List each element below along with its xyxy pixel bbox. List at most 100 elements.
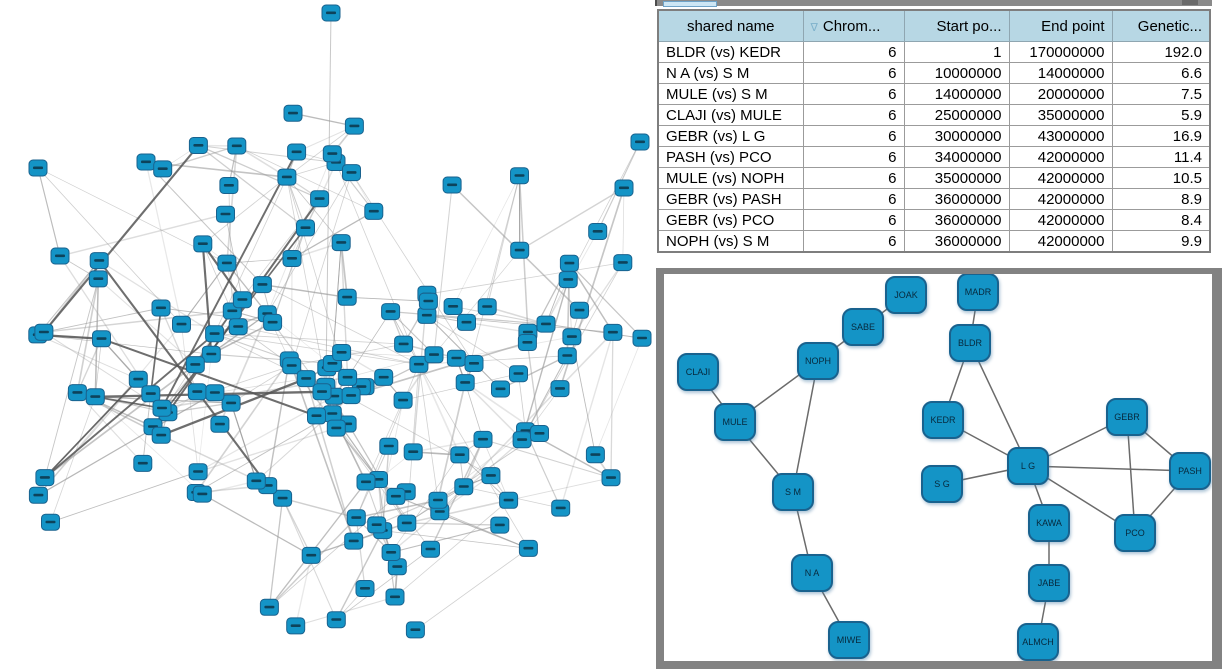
network-node[interactable] (216, 205, 235, 223)
network-node[interactable] (192, 485, 212, 503)
cell-value[interactable]: 14000000 (1008, 62, 1113, 84)
network-node[interactable] (210, 415, 230, 433)
cell-value[interactable]: 42000000 (1008, 209, 1113, 231)
network-node[interactable] (409, 355, 429, 373)
cell-value[interactable]: 7.5 (1111, 83, 1211, 105)
cell-value[interactable]: 6 (802, 125, 905, 147)
subnetwork-edge[interactable] (969, 342, 1029, 467)
network-node[interactable] (517, 334, 537, 351)
network-node[interactable] (185, 356, 205, 374)
cell-value[interactable]: 6 (802, 209, 905, 231)
network-node[interactable] (85, 388, 105, 406)
cell-value[interactable]: 42000000 (1008, 230, 1113, 253)
network-node[interactable] (454, 478, 474, 496)
network-node[interactable] (286, 617, 306, 635)
network-node-almch[interactable]: ALMCH (1017, 623, 1059, 661)
network-node[interactable] (355, 580, 375, 597)
cell-value[interactable]: 16.9 (1111, 125, 1211, 147)
network-node[interactable] (28, 486, 48, 504)
network-node[interactable] (287, 143, 307, 161)
network-node[interactable] (337, 288, 357, 306)
network-node[interactable] (322, 405, 342, 423)
table-row[interactable]: NOPH (vs) S M 6 36000000 42000000 9.9 (657, 230, 1211, 253)
cell-shared-name[interactable]: GEBR (vs) PCO (657, 209, 804, 231)
node-shape[interactable] (1007, 447, 1049, 485)
scrollbar-thumb[interactable] (663, 1, 717, 7)
network-node[interactable] (601, 469, 621, 487)
network-node-madr[interactable]: MADR (957, 274, 999, 311)
cell-value[interactable]: 25000000 (903, 104, 1010, 126)
cell-shared-name[interactable]: GEBR (vs) L G (657, 125, 804, 147)
node-shape[interactable] (1106, 398, 1148, 436)
network-node[interactable] (518, 539, 538, 557)
table-row[interactable]: N A (vs) S M 6 10000000 14000000 6.6 (657, 62, 1211, 84)
network-node[interactable] (481, 467, 501, 485)
network-node[interactable] (421, 540, 440, 558)
network-node[interactable] (88, 270, 108, 288)
network-node[interactable] (141, 385, 161, 403)
subnetwork-canvas[interactable]: JOAK SABE NOPH CLAJI MULE MADR BLDR KEDR GEBR L G… (664, 274, 1212, 661)
table-row[interactable]: CLAJI (vs) MULE 6 25000000 35000000 5.9 (657, 104, 1211, 126)
cell-shared-name[interactable]: BLDR (vs) KEDR (657, 41, 804, 63)
subnetwork-edge[interactable] (1126, 416, 1136, 534)
main-network-view[interactable] (0, 0, 655, 669)
cell-value[interactable]: 10000000 (903, 62, 1010, 84)
network-node-sg[interactable]: S G (921, 465, 963, 503)
cell-shared-name[interactable]: CLAJI (vs) MULE (657, 104, 804, 126)
network-node[interactable] (510, 167, 529, 185)
network-node[interactable] (232, 291, 252, 309)
network-node[interactable] (613, 254, 633, 272)
network-node-sm[interactable]: S M (772, 473, 814, 511)
network-node[interactable] (557, 347, 577, 365)
node-shape[interactable] (772, 473, 814, 511)
network-node[interactable] (536, 315, 556, 333)
network-node[interactable] (67, 384, 87, 402)
network-node-miwe[interactable]: MIWE (828, 621, 870, 659)
column-header-genetic-[interactable]: Genetic... (1111, 9, 1211, 42)
network-node[interactable] (424, 346, 444, 364)
cell-value[interactable]: 35000000 (903, 167, 1010, 189)
network-node[interactable] (227, 137, 247, 155)
network-node[interactable] (374, 368, 394, 386)
network-node[interactable] (356, 473, 376, 491)
network-node[interactable] (331, 234, 351, 252)
network-node[interactable] (151, 299, 171, 317)
cell-value[interactable]: 42000000 (1008, 167, 1113, 189)
column-header-end-point[interactable]: End point (1008, 9, 1113, 42)
network-node[interactable] (89, 252, 109, 270)
network-node[interactable] (246, 472, 266, 490)
network-node-pco[interactable]: PCO (1114, 514, 1156, 552)
network-node[interactable] (307, 407, 326, 425)
network-node[interactable] (219, 177, 239, 194)
network-node[interactable] (263, 313, 283, 331)
network-node[interactable] (386, 487, 406, 505)
table-row[interactable]: GEBR (vs) PASH 6 36000000 42000000 8.9 (657, 188, 1211, 210)
network-node[interactable] (558, 271, 578, 289)
cell-value[interactable]: 43000000 (1008, 125, 1113, 147)
column-header-shared-name[interactable]: shared name (657, 9, 804, 42)
node-shape[interactable] (1169, 452, 1211, 490)
network-node[interactable] (550, 380, 570, 398)
network-node[interactable] (387, 558, 407, 576)
network-node[interactable] (193, 235, 213, 253)
subnetwork-edge[interactable] (1027, 465, 1191, 472)
network-node-pash[interactable]: PASH (1169, 452, 1211, 490)
network-node-noph[interactable]: NOPH (797, 342, 839, 380)
network-node[interactable] (499, 491, 519, 509)
network-node[interactable] (153, 160, 173, 178)
cell-shared-name[interactable]: PASH (vs) PCO (657, 146, 804, 168)
cell-value[interactable]: 14000000 (903, 83, 1010, 105)
subnetwork-edge[interactable] (792, 360, 819, 493)
network-node[interactable] (450, 446, 470, 464)
network-node[interactable] (585, 446, 605, 464)
network-node[interactable] (221, 394, 241, 412)
network-node[interactable] (187, 383, 207, 401)
network-node[interactable] (332, 344, 352, 361)
cell-value[interactable]: 11.4 (1111, 146, 1211, 168)
cell-value[interactable]: 8.9 (1111, 188, 1211, 210)
network-node[interactable] (364, 202, 384, 220)
node-shape[interactable] (922, 401, 964, 439)
network-node[interactable] (188, 137, 208, 154)
network-node-na[interactable]: N A (791, 554, 833, 592)
node-shape[interactable] (791, 554, 833, 592)
